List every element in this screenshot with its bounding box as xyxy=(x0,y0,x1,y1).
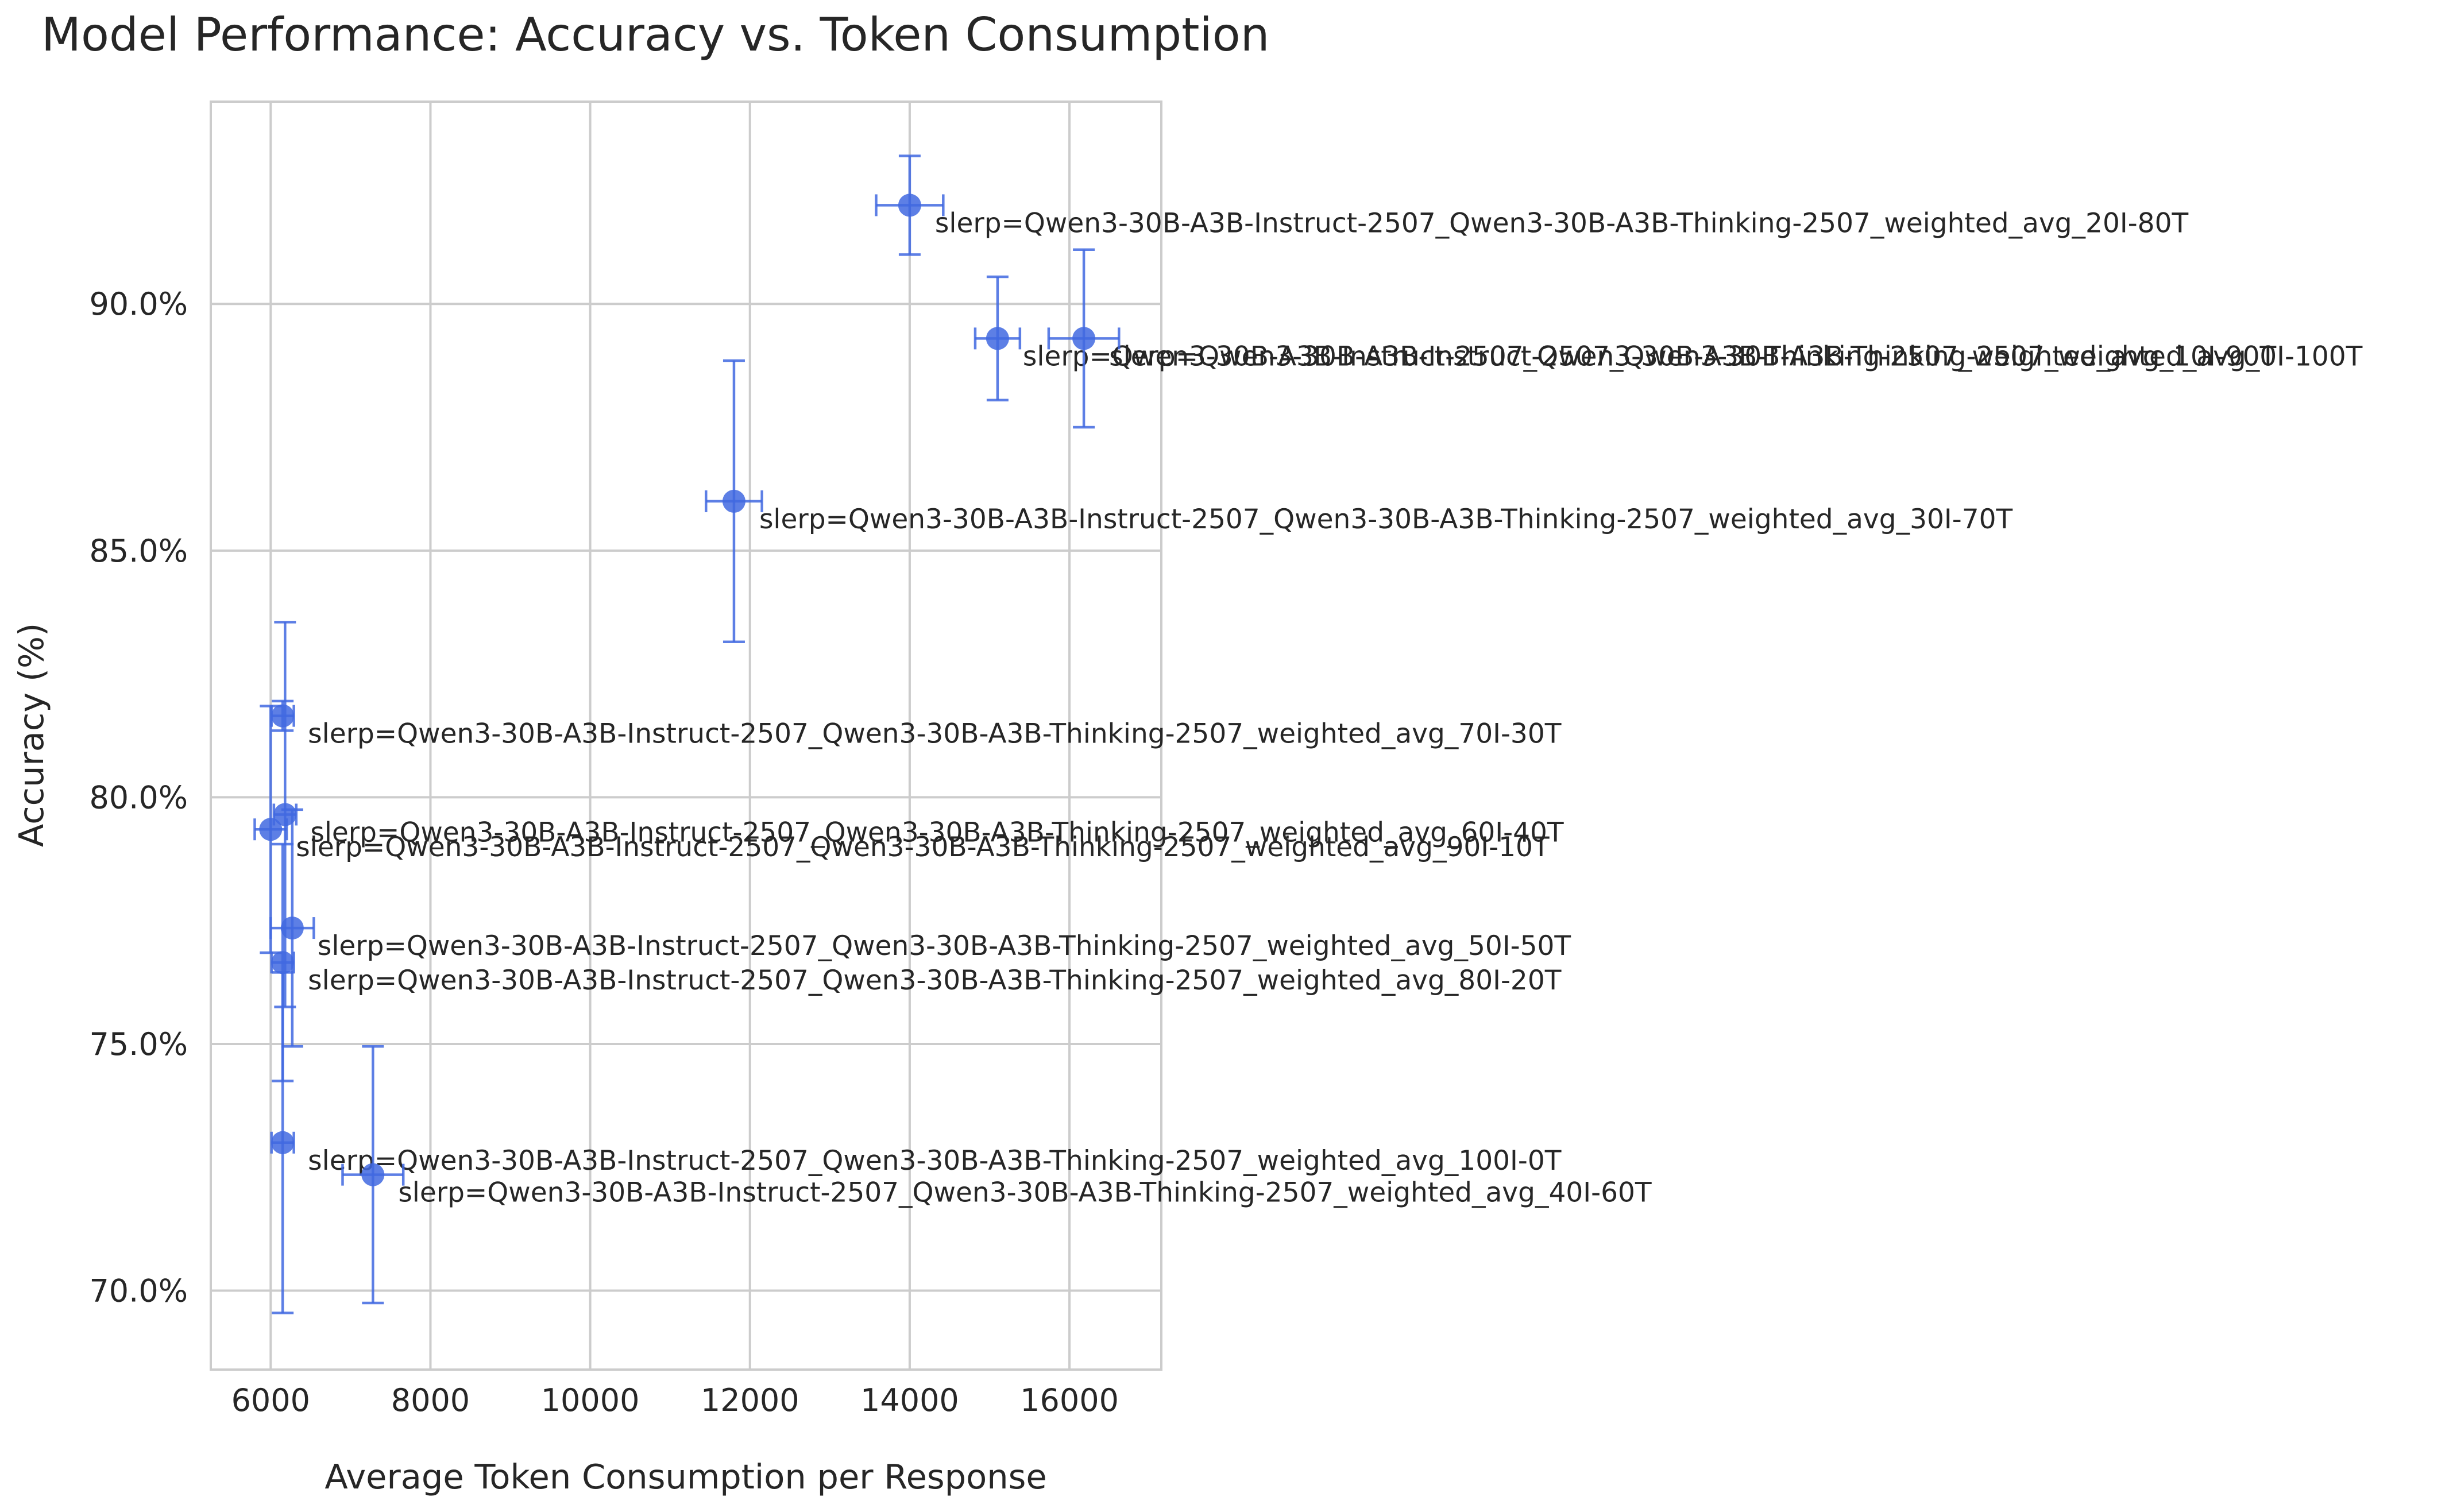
y-axis-label: Accuracy (%) xyxy=(11,623,51,847)
data-point-label: slerp=Qwen3-30B-A3B-Instruct-2507_Qwen3-… xyxy=(935,207,2189,239)
data-point xyxy=(722,489,745,513)
data-point xyxy=(271,951,295,975)
data-point-label: slerp=Qwen3-30B-A3B-Instruct-2507_Qwen3-… xyxy=(318,930,1571,962)
data-point-label: slerp=Qwen3-30B-A3B-Instruct-2507_Qwen3-… xyxy=(759,504,2013,535)
data-point-group: slerp=Qwen3-30B-A3B-Instruct-2507_Qwen3-… xyxy=(272,621,1564,1008)
data-point xyxy=(986,327,1009,350)
data-point-group: slerp=Qwen3-30B-A3B-Instruct-2507_Qwen3-… xyxy=(974,275,2277,402)
data-point-label: slerp=Qwen3-30B-A3B-Instruct-2507_Qwen3-… xyxy=(398,1177,1652,1209)
data-layer: slerp=Qwen3-30B-A3B-Instruct-2507_Qwen3-… xyxy=(253,154,2363,1314)
data-point-label: slerp=Qwen3-30B-A3B-Instruct-2507_Qwen3-… xyxy=(310,817,1564,848)
data-point xyxy=(1072,327,1096,350)
data-point xyxy=(271,704,295,728)
data-point-label: slerp=Qwen3-30B-A3B-Instruct-2507_Qwen3-… xyxy=(1023,341,2277,372)
data-point xyxy=(898,194,921,217)
data-point-group: slerp=Qwen3-30B-A3B-Instruct-2507_Qwen3-… xyxy=(270,699,1562,750)
data-point-group: slerp=Qwen3-30B-A3B-Instruct-2507_Qwen3-… xyxy=(1047,248,2363,429)
data-point-group: slerp=Qwen3-30B-A3B-Instruct-2507_Qwen3-… xyxy=(269,808,1571,1048)
data-point-label: slerp=Qwen3-30B-A3B-Instruct-2507_Qwen3-… xyxy=(308,965,1562,996)
data-point-group: slerp=Qwen3-30B-A3B-Instruct-2507_Qwen3-… xyxy=(253,705,1550,954)
data-point-label: slerp=Qwen3-30B-A3B-Instruct-2507_Qwen3-… xyxy=(1109,341,2363,372)
plot-frame xyxy=(210,100,1162,1371)
y-tick-label: 80.0% xyxy=(89,779,188,815)
x-tick-label: 12000 xyxy=(701,1382,799,1418)
x-tick-label: 14000 xyxy=(860,1382,959,1418)
data-point xyxy=(271,1131,295,1154)
data-point-group: slerp=Qwen3-30B-A3B-Instruct-2507_Qwen3-… xyxy=(705,359,2013,644)
x-tick-label: 16000 xyxy=(1020,1382,1119,1418)
y-tick-label: 90.0% xyxy=(89,286,188,322)
x-tick-label: 6000 xyxy=(231,1382,310,1418)
data-point-label: slerp=Qwen3-30B-A3B-Instruct-2507_Qwen3-… xyxy=(308,718,1562,750)
x-tick-label: 8000 xyxy=(391,1382,470,1418)
x-axis-label: Average Token Consumption per Response xyxy=(325,1457,1046,1496)
data-point-group: slerp=Qwen3-30B-A3B-Instruct-2507_Qwen3-… xyxy=(270,842,1562,1082)
data-point xyxy=(361,1163,385,1186)
grid-layer xyxy=(211,102,1161,1370)
tick-layer: 6000 8000 10000 12000 14000 16000 70.0% 75.0% 80… xyxy=(89,286,1119,1418)
y-tick-label: 85.0% xyxy=(89,533,188,569)
data-point-label: slerp=Qwen3-30B-A3B-Instruct-2507_Qwen3-… xyxy=(308,1145,1562,1177)
data-point-group: slerp=Qwen3-30B-A3B-Instruct-2507_Qwen3-… xyxy=(341,1045,1652,1305)
data-point-group: slerp=Qwen3-30B-A3B-Instruct-2507_Qwen3-… xyxy=(270,971,1562,1314)
data-point-group: slerp=Qwen3-30B-A3B-Instruct-2507_Qwen3-… xyxy=(875,154,2189,256)
data-point-label: slerp=Qwen3-30B-A3B-Instruct-2507_Qwen3-… xyxy=(296,832,1550,863)
chart-title: Model Performance: Accuracy vs. Token Co… xyxy=(41,8,1269,61)
data-point xyxy=(280,917,304,940)
y-tick-label: 70.0% xyxy=(89,1273,188,1309)
data-point xyxy=(259,818,283,841)
x-tick-label: 10000 xyxy=(541,1382,640,1418)
y-tick-label: 75.0% xyxy=(89,1026,188,1062)
